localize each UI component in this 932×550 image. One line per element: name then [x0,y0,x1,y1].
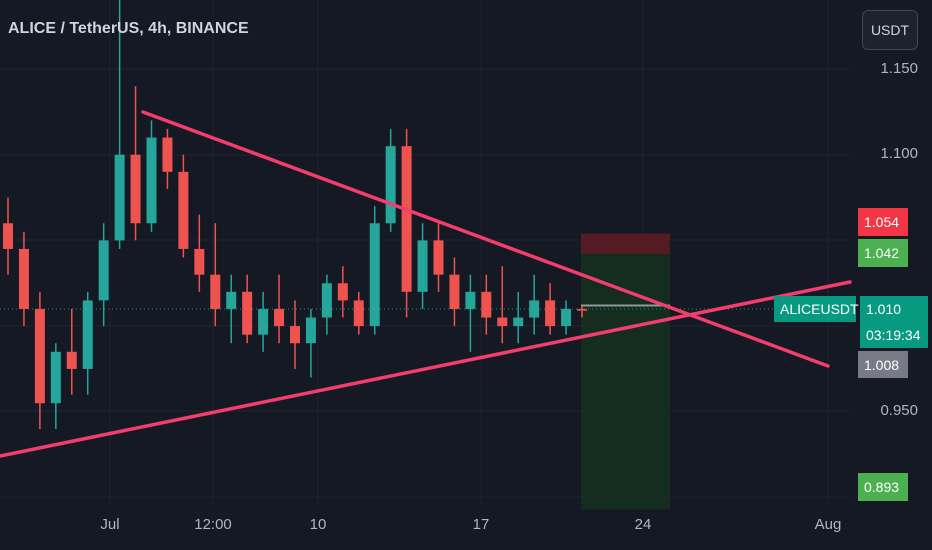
candle-body[interactable] [305,317,316,344]
candle-body[interactable] [34,308,45,404]
candle-body[interactable] [162,137,173,172]
candle-body[interactable] [417,240,428,292]
currency-button[interactable]: USDT [862,10,918,50]
candle-body[interactable] [114,154,125,241]
candle-body[interactable] [82,300,93,369]
y-tick-1100: 1.100 [880,145,918,162]
candle-body[interactable] [290,326,300,344]
candle-body[interactable] [545,300,556,327]
candle-body[interactable] [481,291,492,318]
candle-body[interactable] [465,291,476,309]
candle-body[interactable] [497,317,508,327]
candle-body[interactable] [3,223,13,249]
take-profit-zone[interactable] [581,254,670,510]
candle-body[interactable] [385,146,396,224]
candle-body[interactable] [274,308,285,327]
x-tick-jul: Jul [100,516,120,533]
candle-body[interactable] [50,351,61,404]
candle-body[interactable] [513,317,524,327]
symbol-title: ALICE / TetherUS, 4h, BINANCE [8,20,249,37]
x-tick-10: 10 [309,516,327,533]
x-tick-24: 24 [634,516,652,533]
candle-body[interactable] [146,137,157,224]
candle-body[interactable] [258,308,269,335]
candle-body[interactable] [130,154,141,224]
countdown-tag: 03:19:34 [860,322,928,348]
candle-body[interactable] [353,300,364,327]
y-tick-0950: 0.950 [880,402,918,419]
grid-lines [0,0,850,505]
candle-body[interactable] [529,300,540,318]
stop-loss-zone[interactable] [581,233,670,255]
symbol-tag: ALICEUSDT [774,296,859,322]
candle-body[interactable] [210,274,221,309]
candle-body[interactable] [98,240,109,301]
stop-price-tag: 1.054 [858,208,908,236]
candle-body[interactable] [337,283,348,301]
descending-trendline[interactable] [141,110,830,368]
candle-body[interactable] [18,248,29,309]
candle-body[interactable] [577,308,587,311]
target-price-tag: 0.893 [858,473,908,501]
candle-body[interactable] [433,240,444,275]
candle-body[interactable] [449,274,460,309]
prev-close-tag: 1.008 [858,351,908,378]
ascending-trendline[interactable] [0,280,852,458]
x-tick-aug: Aug [814,516,842,533]
entry-price-tag: 1.042 [858,239,908,267]
candle-body[interactable] [226,291,237,309]
candle-body[interactable] [321,283,332,318]
candle-body[interactable] [242,291,253,335]
candle-body[interactable] [561,308,572,327]
y-tick-1150: 1.150 [880,60,918,77]
candle-body[interactable] [401,146,412,292]
last-price-tag: 1.010 [860,296,928,322]
candle-body[interactable] [194,248,205,275]
x-tick-17: 17 [472,516,490,533]
candles[interactable] [3,0,587,429]
candle-body[interactable] [178,171,189,249]
x-tick-1200: 12:00 [194,516,232,533]
candle-body[interactable] [66,351,77,369]
candle-body[interactable] [369,223,380,327]
